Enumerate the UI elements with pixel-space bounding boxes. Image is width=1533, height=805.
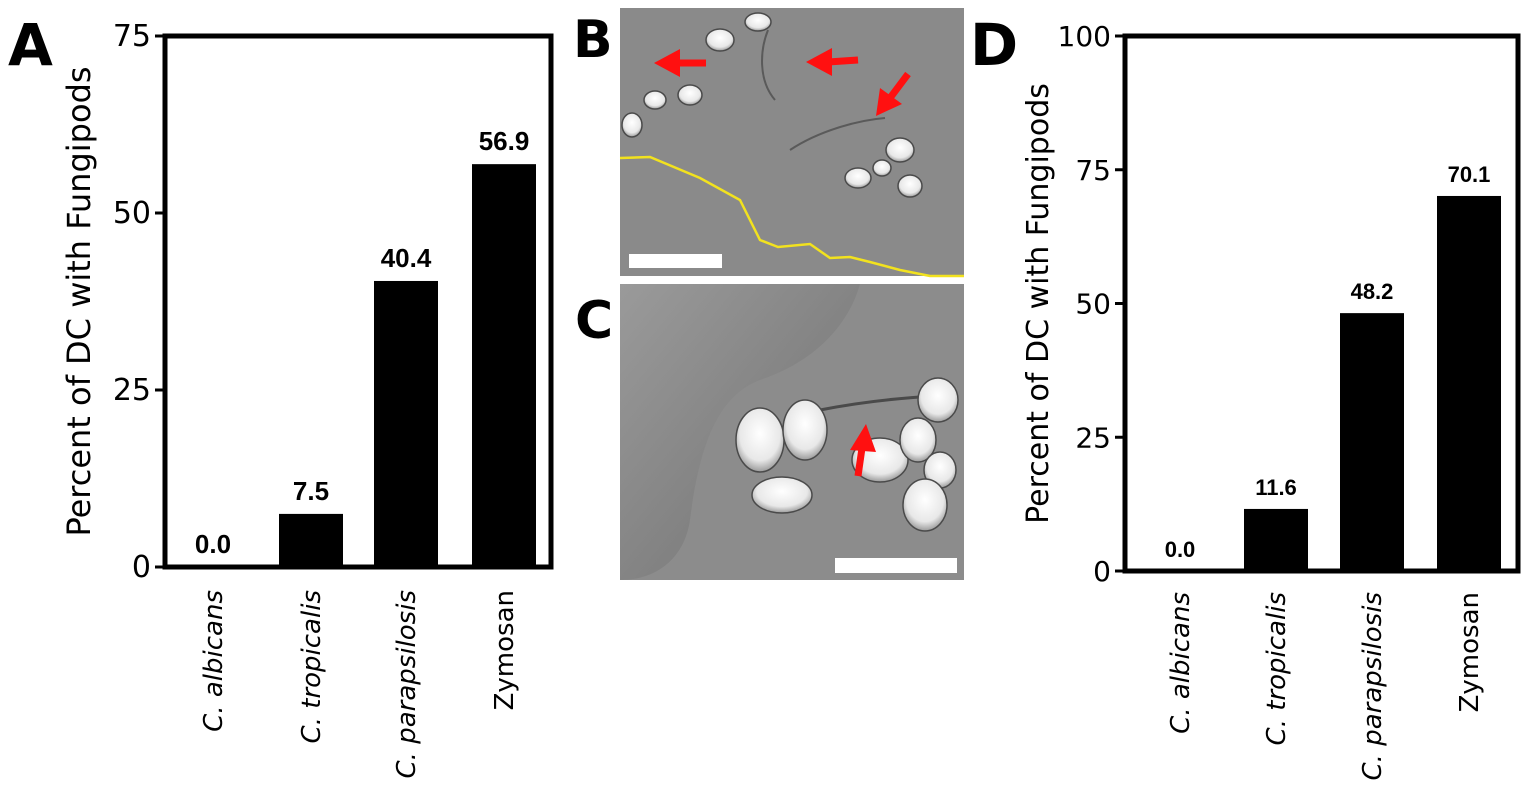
y-tick-label: 50 [1075, 288, 1111, 321]
micrograph-b-background [620, 8, 964, 276]
micrograph-c [620, 284, 964, 580]
bar-value-label: 0.0 [195, 529, 231, 559]
bar [472, 164, 536, 567]
category-label: C. tropicalis [1262, 592, 1292, 745]
micrograph-b-cells [621, 12, 923, 198]
micrograph-b-arrows [654, 48, 911, 116]
y-tick-label: 25 [1075, 421, 1111, 454]
micrograph-b-scale-bar [629, 254, 722, 268]
bar [1244, 508, 1308, 571]
bar-value-label: 56.9 [479, 126, 530, 156]
y-tick-label: 75 [1075, 154, 1111, 187]
plot-frame [162, 33, 554, 570]
y-tick-label: 0 [1093, 555, 1111, 588]
bar [374, 280, 438, 567]
y-tick-label: 25 [113, 373, 151, 408]
bar [1437, 195, 1501, 571]
panel-label-a: A [8, 11, 53, 79]
bar-value-label: 70.1 [1448, 162, 1491, 187]
bar [1340, 313, 1404, 571]
arrow-icon [876, 71, 911, 116]
panel-label-c: C [575, 291, 613, 351]
category-label: C. albicans [1166, 592, 1196, 734]
category-label: Zymosan [1455, 592, 1485, 712]
micrograph-b-trace [619, 155, 964, 278]
category-label: Zymosan [490, 590, 520, 710]
bar-value-label: 11.6 [1255, 475, 1297, 500]
micrograph-c-cells [735, 377, 959, 532]
category-label: C. tropicalis [297, 590, 327, 743]
micrograph-b-fungipods [761, 29, 886, 151]
micrograph-c-scale-bar [835, 558, 957, 573]
arrow-icon [806, 48, 859, 76]
y-tick-label: 0 [132, 550, 151, 585]
y-tick-label: 75 [113, 19, 151, 54]
y-tick-label: 100 [1058, 20, 1111, 53]
arrow-icon [654, 49, 706, 77]
category-label: C. parapsilosis [1358, 592, 1388, 780]
micrograph-b [619, 8, 964, 278]
chart-a: 0 25 50 75 Percent of DC with Fungipods 0.0 C.… [60, 19, 554, 778]
bar-value-label: 7.5 [293, 476, 329, 506]
y-axis-title: Percent of DC with Fungipods [1021, 83, 1056, 524]
bar [279, 513, 343, 567]
panel-label-d: D [970, 11, 1018, 79]
arrow-icon [850, 424, 876, 477]
bar-value-label: 48.2 [1351, 279, 1394, 304]
y-axis-title: Percent of DC with Fungipods [60, 66, 98, 536]
panel-label-b: B [573, 10, 613, 70]
y-tick-label: 50 [113, 196, 151, 231]
category-label: C. parapsilosis [392, 590, 422, 778]
micrograph-c-dendritic-cell [620, 284, 860, 580]
bar-value-label: 0.0 [1165, 537, 1196, 562]
micrograph-c-arrow [850, 424, 876, 477]
bar-value-label: 40.4 [381, 243, 432, 273]
category-label: C. albicans [199, 590, 229, 732]
